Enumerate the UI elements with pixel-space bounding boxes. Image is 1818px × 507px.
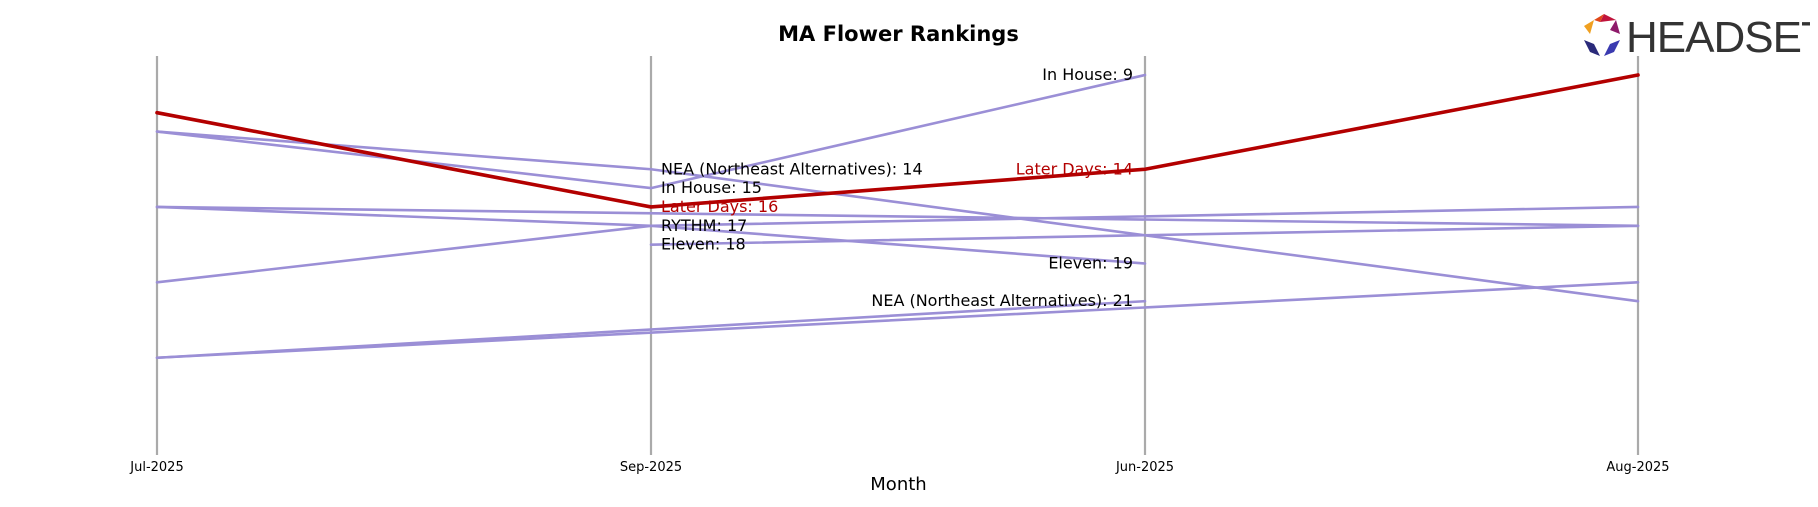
data-label: NEA (Northeast Alternatives): 21 bbox=[871, 291, 1133, 310]
series-line bbox=[155, 73, 1147, 190]
series-line bbox=[155, 205, 1640, 284]
gridlines bbox=[155, 56, 1640, 455]
data-label: Eleven: 18 bbox=[661, 235, 746, 254]
series-line bbox=[155, 299, 1147, 360]
x-tick-label: Sep-2025 bbox=[620, 460, 682, 475]
chart-title: MA Flower Rankings bbox=[778, 22, 1019, 46]
data-label: Eleven: 19 bbox=[1048, 254, 1133, 273]
data-label: Later Days: 16 bbox=[661, 197, 778, 216]
x-axis-label: Month bbox=[870, 474, 927, 495]
data-label: In House: 15 bbox=[661, 178, 762, 197]
headset-logo-icon bbox=[1584, 14, 1620, 56]
data-labels: In House: 15 In House: 9 NEA (Northeast Al… bbox=[661, 65, 1133, 310]
data-label: RYTHM: 17 bbox=[661, 216, 747, 235]
series-line bbox=[649, 224, 1640, 246]
data-label: NEA (Northeast Alternatives): 14 bbox=[661, 159, 923, 178]
logo-wordmark: HEADSET bbox=[1626, 13, 1810, 62]
x-tick-label: Jun-2025 bbox=[1115, 460, 1174, 475]
headset-logo: HEADSET bbox=[1584, 13, 1810, 62]
x-tick-label: Jul-2025 bbox=[129, 460, 183, 475]
series-line bbox=[155, 205, 1640, 228]
x-tick-label: Aug-2025 bbox=[1606, 460, 1669, 475]
data-label: Later Days: 14 bbox=[1016, 159, 1133, 178]
x-tick-labels: Jul-2025 Sep-2025 Jun-2025 Aug-2025 bbox=[129, 460, 1669, 475]
data-label: In House: 9 bbox=[1042, 65, 1133, 84]
series-line bbox=[155, 73, 1640, 209]
series-line bbox=[155, 281, 1640, 360]
series-lines bbox=[155, 73, 1640, 360]
